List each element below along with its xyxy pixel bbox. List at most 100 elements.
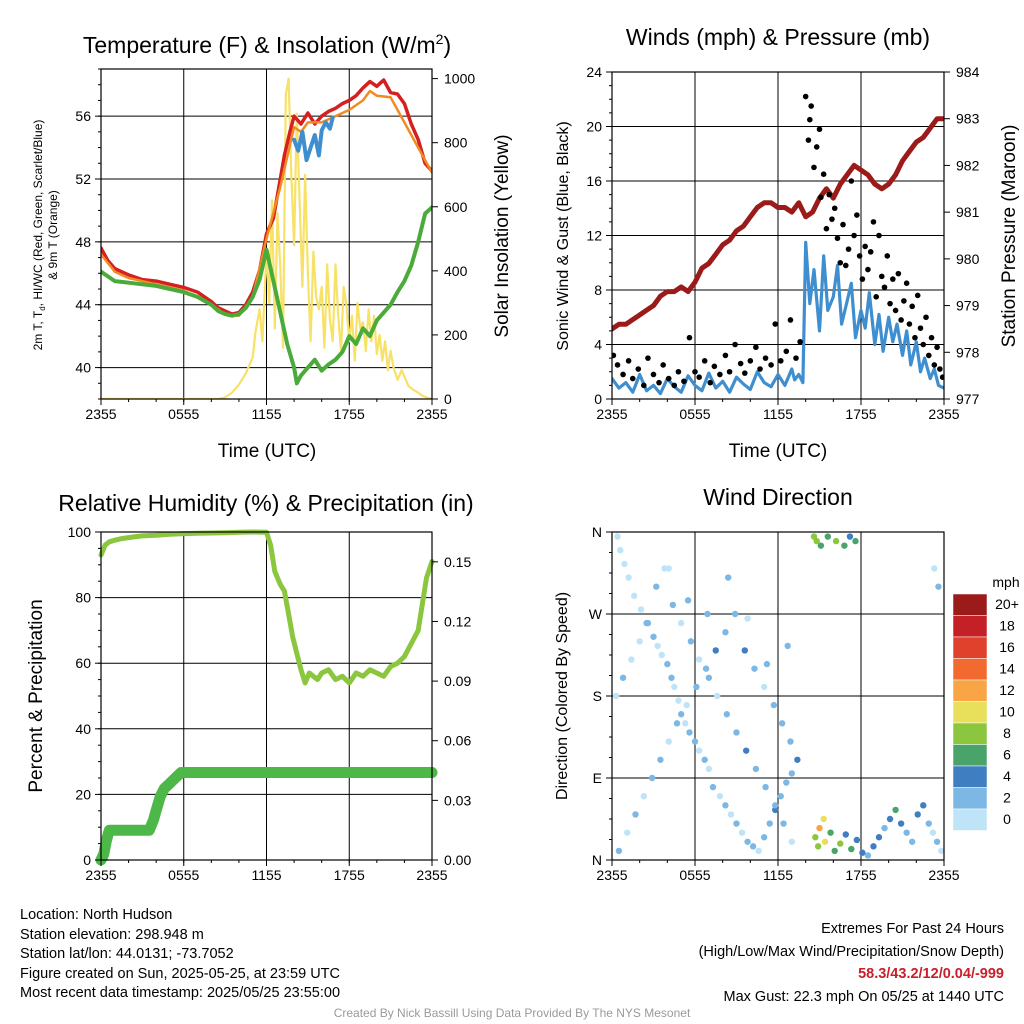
y2-tick-label: 0.06 [444,733,471,749]
wind-direction-point [813,537,820,545]
gust-point [898,317,904,323]
gust-point [881,284,888,291]
2m-t-line [101,78,432,316]
wind-direction-point [669,601,677,609]
wind-direction-point [657,756,664,763]
wind-direction-point [820,815,827,823]
gust-point [753,344,759,351]
gust-point [851,232,857,239]
wind-direction-point [650,633,657,640]
wind-direction-point [778,720,786,727]
wind-direction-point [733,820,740,827]
gust-point [768,362,774,368]
colorbar-label: 6 [1003,747,1011,763]
gust-point [762,355,769,361]
colorbar-label: 20+ [995,596,1019,612]
gust-point [931,362,938,368]
wind-direction-point [772,802,779,809]
wind-direction-point [742,747,750,754]
wind-direction-point [908,838,916,845]
wind-direction-point [760,683,768,691]
y-tick-label: N [592,524,602,540]
y2-tick-label: 800 [444,135,468,151]
y2-tick-label: 0.15 [444,554,471,570]
wind-direction-point [770,701,778,709]
figure-created: Figure created on Sun, 2025-05-25, at 23… [20,965,340,982]
wind-direction-point [846,533,854,540]
gust-point [873,294,880,300]
wind-pressure-panel: Winds (mph) & Pressure (mb) 2355 0555 1155… [555,24,1020,462]
y2-tick-label: 0 [444,391,452,407]
wind-direction-point [881,824,888,832]
gust-point [737,360,744,367]
y2-tick-label: 984 [956,64,980,80]
wind-direction-point [675,697,682,704]
wind-direction-point [766,820,773,827]
wind-xlabel: Time (UTC) [729,441,828,462]
gust-point [934,344,940,351]
wind-direction-point [625,574,632,581]
gust-point [717,371,723,378]
y2-tick-label: 400 [444,263,468,279]
wind-direction-point [722,629,729,636]
recent-timestamp: Most recent data timestamp: 2025/05/25 2… [20,985,341,1001]
wind-direction-point [677,619,685,627]
wind-direction-point [824,533,831,540]
x-tick-label: 2355 [596,867,627,883]
precip-line [95,767,438,866]
wind-direction-point [832,537,840,545]
wind-direction-point [831,847,838,855]
gust-point [887,300,893,307]
colorbar-swatch [952,636,988,659]
x-tick-label: 2355 [416,867,447,883]
gust-point [865,266,871,273]
y-tick-label: E [593,770,602,786]
y2-tick-label: 0.00 [444,852,471,868]
y2-tick-label: 1000 [444,71,475,87]
y-tick-label: 20 [75,786,91,802]
wind-direction-point [671,683,678,691]
wind-direction-point [640,793,648,800]
wind-direction-point [749,843,757,850]
gust-point [928,334,935,341]
wind-direction-point [763,660,771,668]
y-tick-label: 44 [75,297,91,313]
wind-direction-point [841,542,848,549]
x-tick-label: 2355 [416,406,447,422]
gust-point [802,93,809,100]
gust-point [903,280,910,286]
wind-direction-point [684,597,692,604]
wind-direction-point [788,838,796,845]
colorbar-label: 0 [1003,811,1011,827]
x-tick-label: 2355 [85,406,116,422]
wind-direction-point [614,533,621,540]
temperature-insolation-panel: Temperature (F) & Insolation (W/m2) 2355… [31,31,513,462]
colorbar-label: 2 [1003,790,1011,806]
y-tick-label: 12 [586,228,602,244]
wind-direction-point [738,829,746,836]
y2-tick-label: 980 [956,251,980,267]
sonic-wind-line [612,240,944,396]
wind-direction-point [673,720,681,727]
wind-direction-point [712,647,719,654]
colorbar-swatch [952,701,988,724]
wind-direction-point [665,738,672,745]
gust-point [722,352,729,359]
y-tick-label: 0 [594,391,602,407]
y-tick-label: 60 [75,655,91,671]
gust-point [813,144,820,150]
y-tick-label: 48 [75,234,91,250]
x-tick-label: 0555 [679,406,710,422]
x-tick-label: 1755 [334,867,365,883]
gust-point [811,164,817,171]
colorbar-label: 18 [999,618,1015,634]
colorbar-swatch [952,679,988,702]
wind-direction-point [886,815,894,823]
plot-frame [100,531,433,861]
wind-direction-point [864,852,872,859]
y-tick-label: 24 [586,64,602,80]
y2-tick-label: 983 [956,111,980,127]
gust-point [831,205,838,212]
insolation-ylabel: Solar Insolation (Yellow) [492,134,513,337]
y2-tick-label: 981 [956,204,980,220]
